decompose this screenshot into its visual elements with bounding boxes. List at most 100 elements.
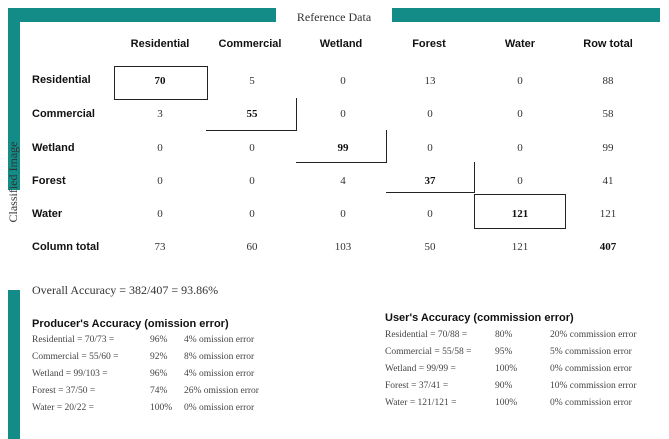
users-eq: Water = 121/121 = — [385, 398, 457, 408]
cell-water-commercial: 0 — [249, 208, 255, 220]
diagonal-box-commercial — [206, 98, 297, 131]
cell-wetland-wetland: 99 — [337, 142, 349, 154]
users-err: 10% commission error — [550, 381, 637, 391]
users-pct: 90% — [495, 381, 513, 391]
users-pct: 100% — [495, 398, 518, 408]
row-label-commercial: Commercial — [32, 108, 95, 120]
producers-pct: 74% — [150, 386, 168, 396]
cell-residential-residential: 70 — [154, 75, 166, 87]
producers-eq: Wetland = 99/103 = — [32, 369, 108, 379]
cell-total-wetland: 103 — [334, 241, 352, 253]
producers-row: Water = 20/22 = 100% 0% omission error — [32, 403, 282, 415]
diagonal-box-wetland — [296, 130, 387, 163]
col-header-forest: Forest — [412, 38, 446, 50]
cell-commercial-residential: 3 — [157, 108, 163, 120]
producers-err: 8% omission error — [184, 352, 255, 362]
cell-residential-water: 0 — [517, 75, 523, 87]
users-eq: Forest = 37/41 = — [385, 381, 449, 391]
row-label-forest: Forest — [32, 175, 66, 187]
diagonal-box-forest — [386, 162, 475, 193]
row-label-residential: Residential — [32, 74, 91, 86]
cell-forest-wetland: 4 — [340, 175, 346, 187]
classified-image-title: Classified Image — [6, 141, 20, 223]
cell-total-commercial: 60 — [246, 241, 258, 253]
cell-total-grand: 407 — [599, 241, 617, 253]
cell-residential-total: 88 — [602, 75, 614, 87]
cell-forest-forest: 37 — [424, 175, 436, 187]
users-row: Wetland = 99/99 = 100% 0% commission err… — [385, 364, 655, 376]
users-pct: 80% — [495, 330, 513, 340]
cell-commercial-forest: 0 — [427, 108, 433, 120]
cell-wetland-commercial: 0 — [249, 142, 255, 154]
producers-pct: 96% — [150, 369, 168, 379]
row-label-wetland: Wetland — [32, 142, 75, 154]
cell-wetland-residential: 0 — [157, 142, 163, 154]
producers-row: Wetland = 99/103 = 96% 4% omission error — [32, 369, 282, 381]
reference-title-background — [276, 8, 392, 22]
row-label-water: Water — [32, 208, 63, 220]
col-header-row-total: Row total — [583, 38, 633, 50]
producers-eq: Water = 20/22 = — [32, 403, 94, 413]
cell-forest-water: 0 — [517, 175, 523, 187]
producers-eq: Forest = 37/50 = — [32, 386, 96, 396]
producers-pct: 92% — [150, 352, 168, 362]
producers-pct: 96% — [150, 335, 168, 345]
col-header-residential: Residential — [130, 38, 190, 50]
cell-wetland-total: 99 — [602, 142, 614, 154]
cell-water-water: 121 — [511, 208, 529, 220]
users-row: Forest = 37/41 = 90% 10% commission erro… — [385, 381, 655, 393]
users-eq: Commercial = 55/58 = — [385, 347, 472, 357]
cell-commercial-wetland: 0 — [340, 108, 346, 120]
cell-water-forest: 0 — [427, 208, 433, 220]
cell-forest-commercial: 0 — [249, 175, 255, 187]
cell-forest-total: 41 — [602, 175, 614, 187]
users-eq: Wetland = 99/99 = — [385, 364, 456, 374]
classified-label-background — [4, 190, 24, 290]
producers-err: 26% omission error — [184, 386, 259, 396]
users-err: 5% commission error — [550, 347, 632, 357]
users-pct: 100% — [495, 364, 518, 374]
cell-water-total: 121 — [599, 208, 617, 220]
cell-water-residential: 0 — [157, 208, 163, 220]
producers-row: Commercial = 55/60 = 92% 8% omission err… — [32, 352, 282, 364]
diagonal-box-residential — [114, 66, 208, 100]
users-accuracy-title: User's Accuracy (commission error) — [385, 312, 574, 324]
producers-err: 0% omission error — [184, 403, 255, 413]
col-header-wetland: Wetland — [319, 38, 363, 50]
users-err: 0% commission error — [550, 364, 632, 374]
producers-row: Residential = 70/73 = 96% 4% omission er… — [32, 335, 282, 347]
users-row: Water = 121/121 = 100% 0% commission err… — [385, 398, 655, 410]
users-row: Residential = 70/88 = 80% 20% commission… — [385, 330, 655, 342]
overall-accuracy: Overall Accuracy = 382/407 = 93.86% — [32, 283, 219, 297]
col-header-commercial: Commercial — [218, 38, 282, 50]
cell-residential-wetland: 0 — [340, 75, 346, 87]
row-label-column-total: Column total — [32, 241, 100, 253]
users-err: 20% commission error — [550, 330, 637, 340]
cell-commercial-total: 58 — [602, 108, 614, 120]
cell-wetland-water: 0 — [517, 142, 523, 154]
cell-commercial-commercial: 55 — [246, 108, 258, 120]
producers-row: Forest = 37/50 = 74% 26% omission error — [32, 386, 282, 398]
producers-accuracy-title: Producer's Accuracy (omission error) — [32, 318, 229, 330]
producers-eq: Commercial = 55/60 = — [32, 352, 119, 362]
users-pct: 95% — [495, 347, 513, 357]
producers-err: 4% omission error — [184, 369, 255, 379]
cell-commercial-water: 0 — [517, 108, 523, 120]
cell-total-residential: 73 — [154, 241, 166, 253]
cell-residential-forest: 13 — [424, 75, 436, 87]
users-row: Commercial = 55/58 = 95% 5% commission e… — [385, 347, 655, 359]
producers-pct: 100% — [150, 403, 173, 413]
producers-err: 4% omission error — [184, 335, 255, 345]
cell-residential-commercial: 5 — [249, 75, 255, 87]
reference-data-title: Reference Data — [296, 10, 372, 24]
cell-water-wetland: 0 — [340, 208, 346, 220]
cell-total-water: 121 — [511, 241, 529, 253]
diagonal-box-water — [474, 194, 566, 229]
cell-total-forest: 50 — [424, 241, 436, 253]
cell-wetland-forest: 0 — [427, 142, 433, 154]
users-err: 0% commission error — [550, 398, 632, 408]
col-header-water: Water — [504, 38, 536, 50]
cell-forest-residential: 0 — [157, 175, 163, 187]
users-eq: Residential = 70/88 = — [385, 330, 468, 340]
producers-eq: Residential = 70/73 = — [32, 335, 115, 345]
